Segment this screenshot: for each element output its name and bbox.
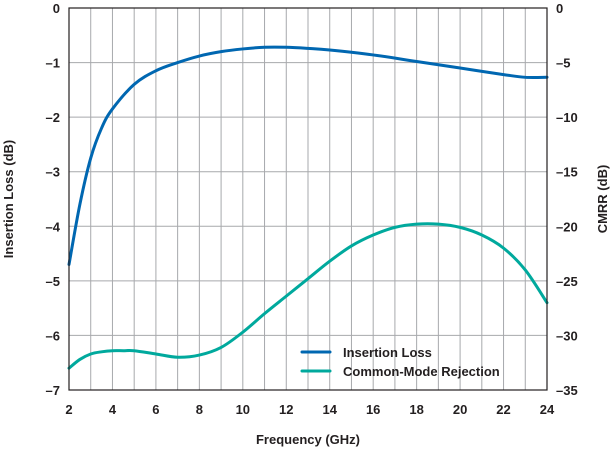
y-right-tick-label: –20: [556, 219, 578, 234]
series-line-insertion-loss: [67, 45, 549, 266]
x-tick-label: 16: [366, 402, 380, 417]
y-left-tick-label: 0: [53, 1, 60, 16]
y-right-tick-label: –35: [556, 383, 578, 398]
y-left-tick-label: –3: [46, 165, 60, 180]
x-tick-label: 4: [109, 402, 117, 417]
y-right-tick-label: –10: [556, 110, 578, 125]
tick-labels: 2 4 6 8 10 12 14 16 18 20 22 240–1–2–3–4–5–6–70–5–1…: [46, 1, 578, 417]
y-axis-right-title: CMRR (dB): [595, 165, 610, 234]
series-layer: [67, 45, 549, 370]
y-left-tick-label: –1: [46, 56, 60, 71]
legend: Insertion Loss Common-Mode Rejection: [300, 345, 500, 379]
y-right-tick-label: 0: [556, 1, 563, 16]
y-right-tick-label: –15: [556, 165, 578, 180]
x-tick-label: 6: [152, 402, 159, 417]
y-left-tick-label: –2: [46, 110, 60, 125]
legend-label-insertion-loss: Insertion Loss: [343, 345, 432, 360]
x-tick-label: 12: [279, 402, 293, 417]
y-right-tick-label: –5: [556, 56, 570, 71]
x-tick-label: 18: [409, 402, 423, 417]
y-left-tick-label: –5: [46, 274, 60, 289]
y-axis-left-title: Insertion Loss (dB): [1, 140, 16, 258]
series-line-common-mode-rejection: [67, 222, 549, 370]
x-axis-title: Frequency (GHz): [256, 432, 360, 447]
x-tick-label: 2: [65, 402, 72, 417]
y-right-tick-label: –25: [556, 274, 578, 289]
x-tick-label: 14: [322, 402, 337, 417]
grid-layer: [69, 8, 547, 390]
y-left-tick-label: –4: [46, 219, 61, 234]
x-tick-label: 22: [496, 402, 510, 417]
legend-label-common-mode-rejection: Common-Mode Rejection: [343, 364, 500, 379]
y-left-tick-label: –6: [46, 328, 60, 343]
x-tick-label: 20: [453, 402, 467, 417]
y-right-tick-label: –30: [556, 328, 578, 343]
y-left-tick-label: –7: [46, 383, 60, 398]
x-tick-label: 10: [236, 402, 250, 417]
x-tick-label: 8: [196, 402, 203, 417]
plot-frame: [68, 7, 548, 391]
x-tick-label: 24: [540, 402, 555, 417]
